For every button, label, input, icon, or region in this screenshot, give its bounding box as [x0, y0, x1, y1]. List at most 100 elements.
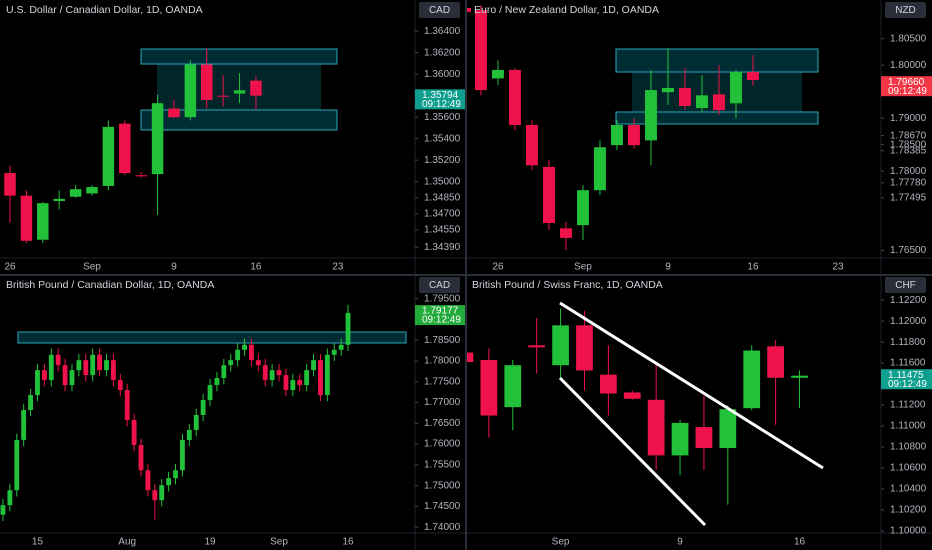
y-tick-label: 1.11600	[890, 358, 926, 369]
candle-body	[86, 187, 98, 194]
candles	[475, 5, 759, 251]
candle-body	[7, 490, 13, 506]
candle-body	[662, 87, 674, 93]
candle-body	[110, 360, 116, 381]
drawings-gbpcad	[17, 331, 407, 344]
x-tick-label: 16	[794, 537, 806, 548]
candle-body	[747, 72, 759, 80]
candle-body	[543, 166, 555, 224]
candle-body	[131, 419, 137, 445]
currency-label: NZD	[895, 5, 916, 16]
candle-body	[509, 69, 521, 126]
candle-body	[480, 359, 498, 416]
candle-body	[466, 352, 474, 363]
x-tick-label: 26	[4, 262, 16, 273]
candle-body	[69, 189, 82, 197]
y-tick-label: 1.78000	[424, 356, 461, 367]
last-price-box	[881, 369, 932, 390]
candle-body	[577, 190, 589, 226]
y-tick-label: 1.77495	[890, 193, 927, 204]
candle-body	[255, 360, 261, 366]
x-tick-label: 26	[492, 262, 504, 273]
candle-body	[0, 505, 6, 515]
y-tick-label: 1.78500	[424, 335, 461, 346]
trend-line	[559, 301, 824, 470]
x-tick-label: 23	[332, 262, 344, 273]
currency-label: CAD	[429, 5, 450, 16]
candle-body	[262, 365, 268, 381]
candles	[466, 308, 808, 505]
candle-body	[21, 410, 27, 440]
candle-body	[242, 344, 247, 350]
candle-body	[235, 349, 241, 361]
candle-body	[311, 360, 316, 371]
candle-body	[104, 360, 109, 371]
candle-body	[228, 360, 234, 366]
currency-box	[419, 2, 460, 18]
candle-body	[679, 87, 691, 106]
candle-body	[576, 325, 593, 371]
y-tick-label: 1.10400	[890, 484, 927, 495]
x-tick-label: Sep	[552, 537, 570, 548]
candle-body	[492, 69, 504, 79]
candle-body	[124, 390, 130, 420]
candle-body	[20, 195, 33, 241]
candle-body	[48, 354, 54, 381]
candle-body	[645, 90, 657, 141]
x-tick-label: 16	[342, 537, 354, 548]
candle-body	[767, 346, 784, 378]
candle-body	[102, 126, 115, 186]
candle-body	[168, 108, 180, 118]
zone-box	[615, 48, 819, 73]
y-tick-label: 1.10600	[890, 463, 927, 474]
candle-body	[560, 228, 572, 238]
last-price-box	[881, 76, 932, 97]
last-price-box	[415, 305, 466, 326]
currency-box	[885, 277, 926, 293]
candle-body	[695, 427, 713, 449]
candle-body	[283, 375, 289, 391]
candle-body	[304, 370, 310, 386]
candle-body	[713, 94, 725, 111]
chart-panel: British Pound / Canadian Dollar, 1D, OAN…	[0, 275, 466, 550]
candle-body	[504, 365, 522, 408]
last-price-time: 09:12:49	[888, 86, 927, 97]
y-tick-label: 1.10800	[890, 442, 927, 453]
last-price-label: 1.79177	[422, 306, 459, 317]
y-tick-label: 1.36200	[424, 47, 461, 58]
y-tick-label: 1.74000	[424, 522, 461, 533]
candle-body	[37, 203, 49, 240]
y-tick-label: 1.35000	[424, 176, 461, 187]
candle-body	[338, 344, 344, 350]
x-tick-label: 9	[665, 262, 671, 273]
y-tick-label: 1.76000	[424, 439, 461, 450]
candle-body	[324, 354, 330, 396]
candle-body	[318, 360, 323, 396]
candle-body	[719, 409, 737, 449]
candle-body	[166, 478, 172, 486]
candle-body	[138, 444, 144, 471]
x-tick-label: 23	[832, 262, 844, 273]
y-tick-label: 1.36400	[424, 26, 461, 37]
drawings-gbpchf	[558, 301, 824, 527]
x-tick-label: 9	[171, 262, 177, 273]
marker	[467, 8, 471, 12]
zone-box	[17, 331, 407, 344]
y-tick-label: 1.34550	[424, 225, 461, 236]
y-tick-label: 1.79000	[890, 113, 927, 124]
y-tick-label: 1.78500	[890, 139, 927, 150]
candle-body	[193, 415, 199, 430]
y-tick-label: 1.78670	[890, 130, 927, 141]
last-price-box	[415, 89, 466, 110]
last-price-label: 1.11475	[888, 370, 924, 381]
candle-body	[145, 470, 151, 491]
x-tick-label: 9	[677, 537, 683, 548]
y-tick-label: 1.78000	[890, 166, 927, 177]
candle-body	[35, 370, 40, 396]
candle-body	[290, 380, 296, 391]
y-tick-label: 1.12200	[890, 295, 927, 306]
candle-body	[28, 395, 33, 411]
y-tick-label: 1.78385	[890, 145, 927, 156]
drawings-usdcad	[140, 48, 338, 131]
